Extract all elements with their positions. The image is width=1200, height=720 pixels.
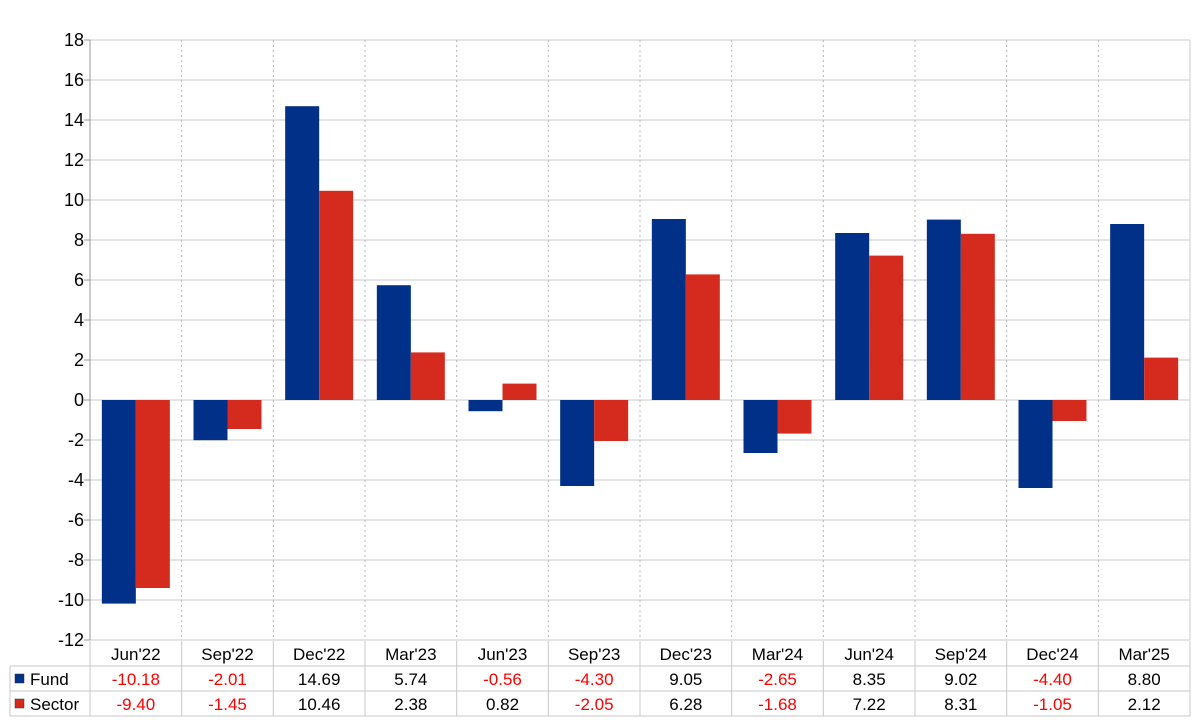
bar-sector [1144,357,1179,400]
x-tick-label: Mar'24 [752,645,803,664]
data-label: -2.65 [758,670,797,689]
data-label: -2.05 [575,695,614,714]
grid [90,39,1191,641]
data-label: -0.56 [483,670,522,689]
y-tick-label: 2 [74,350,84,370]
y-tick-label: 10 [64,190,84,210]
y-tick-label: 6 [74,270,84,290]
bar-fund [926,219,961,400]
y-tick-label: 8 [74,230,84,250]
data-label: 0.82 [486,695,519,714]
bar-sector [777,400,812,434]
data-label: -10.18 [112,670,160,689]
data-label: 7.22 [853,695,886,714]
data-label: 9.02 [944,670,977,689]
y-tick-label: -6 [68,510,84,530]
x-tick-label: Dec'23 [660,645,712,664]
y-tick-label: 14 [64,110,84,130]
bar-fund [835,233,870,400]
bar-sector [502,383,537,400]
x-tick-label: Jun'23 [478,645,528,664]
data-label: 9.05 [669,670,702,689]
data-label: -2.01 [208,670,247,689]
bar-sector [410,352,445,400]
x-tick-label: Mar'25 [1118,645,1169,664]
bar-sector [227,400,262,429]
data-label: -1.05 [1033,695,1072,714]
y-tick-label: -4 [68,470,84,490]
y-tick-label: -2 [68,430,84,450]
bar-sector [594,400,629,441]
y-tick-label: 18 [64,30,84,50]
legend-label-fund: Fund [30,670,69,689]
y-tick-label: 4 [74,310,84,330]
bar-sector [869,255,904,400]
y-tick-label: -12 [58,630,84,650]
bar-sector [1052,400,1087,421]
y-tick-label: -8 [68,550,84,570]
data-label: 14.69 [298,670,341,689]
bar-fund [468,400,503,412]
y-tick-label: 12 [64,150,84,170]
bar-sector [685,274,720,400]
x-tick-label: Dec'22 [293,645,345,664]
y-tick-label: -10 [58,590,84,610]
x-tick-label: Sep'22 [201,645,253,664]
x-tick-label: Mar'23 [385,645,436,664]
data-label: -9.40 [116,695,155,714]
data-table: Jun'22 Sep'22 Dec'22 Mar'23 Jun'23 Sep'23 Dec'… [9,641,1191,717]
bar-fund [1110,224,1145,400]
y-axis: 18 16 14 12 10 8 6 4 2 0 -2 -4 -6 -8 -10 -12 [58,30,91,650]
data-label: 2.38 [394,695,427,714]
data-label: 5.74 [394,670,427,689]
bar-fund [285,106,320,400]
x-tick-label: Jun'22 [111,645,161,664]
bar-fund [101,400,136,604]
x-tick-label: Sep'24 [935,645,987,664]
data-label: -4.30 [575,670,614,689]
x-tick-label: Dec'24 [1026,645,1078,664]
data-label: -4.40 [1033,670,1072,689]
data-label: 6.28 [669,695,702,714]
data-label: 8.80 [1128,670,1161,689]
data-label: -1.45 [208,695,247,714]
bar-fund [1018,400,1053,488]
bar-fund [560,400,595,486]
y-tick-label: 0 [74,390,84,410]
bar-fund [376,285,411,400]
bar-sector [135,400,170,588]
bar-fund [193,400,228,441]
legend-label-sector: Sector [30,695,79,714]
bars [101,106,1179,604]
bar-sector [319,190,354,400]
y-tick-label: 16 [64,70,84,90]
bar-sector [960,233,995,400]
bar-fund [743,400,778,453]
data-label: -1.68 [758,695,797,714]
data-label: 8.35 [853,670,886,689]
x-tick-label: Sep'23 [568,645,620,664]
bar-fund [651,219,686,400]
data-label: 10.46 [298,695,341,714]
data-label: 8.31 [944,695,977,714]
data-label: 2.12 [1128,695,1161,714]
legend-swatch-fund [14,673,25,684]
legend-swatch-sector [14,698,25,709]
x-tick-label: Jun'24 [844,645,894,664]
